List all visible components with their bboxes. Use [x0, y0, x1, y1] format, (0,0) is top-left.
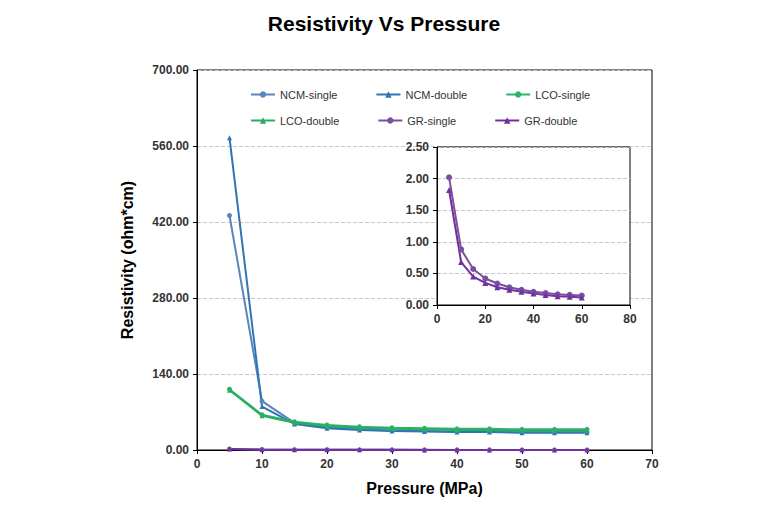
svg-text:2.50: 2.50 — [406, 140, 430, 154]
svg-text:140.00: 140.00 — [152, 367, 189, 381]
svg-text:LCO-single: LCO-single — [535, 89, 590, 101]
svg-text:0.00: 0.00 — [166, 443, 190, 457]
svg-text:Resistivity (ohm*cm): Resistivity (ohm*cm) — [119, 181, 136, 339]
svg-text:2.00: 2.00 — [406, 172, 430, 186]
svg-text:80: 80 — [623, 312, 637, 326]
svg-text:0.50: 0.50 — [406, 266, 430, 280]
svg-text:Resistivity Vs Pressure: Resistivity Vs Pressure — [268, 12, 500, 35]
svg-text:10: 10 — [255, 457, 269, 471]
svg-text:1.50: 1.50 — [406, 203, 430, 217]
svg-text:NCM-single: NCM-single — [280, 89, 337, 101]
svg-text:50: 50 — [515, 457, 529, 471]
svg-text:GR-double: GR-double — [524, 115, 577, 127]
svg-text:40: 40 — [527, 312, 541, 326]
svg-text:40: 40 — [450, 457, 464, 471]
svg-text:60: 60 — [575, 312, 589, 326]
svg-text:0.00: 0.00 — [406, 298, 430, 312]
svg-text:NCM-double: NCM-double — [405, 89, 467, 101]
svg-text:20: 20 — [479, 312, 493, 326]
svg-text:560.00: 560.00 — [152, 139, 189, 153]
svg-text:30: 30 — [385, 457, 399, 471]
svg-text:0: 0 — [434, 312, 441, 326]
svg-text:280.00: 280.00 — [152, 291, 189, 305]
svg-text:0: 0 — [194, 457, 201, 471]
svg-text:420.00: 420.00 — [152, 215, 189, 229]
svg-text:60: 60 — [580, 457, 594, 471]
svg-text:20: 20 — [320, 457, 334, 471]
svg-text:700.00: 700.00 — [152, 63, 189, 77]
svg-text:1.00: 1.00 — [406, 235, 430, 249]
svg-text:70: 70 — [645, 457, 659, 471]
svg-text:Pressure (MPa): Pressure (MPa) — [366, 480, 483, 497]
svg-text:GR-single: GR-single — [407, 115, 456, 127]
svg-text:LCO-double: LCO-double — [280, 115, 339, 127]
